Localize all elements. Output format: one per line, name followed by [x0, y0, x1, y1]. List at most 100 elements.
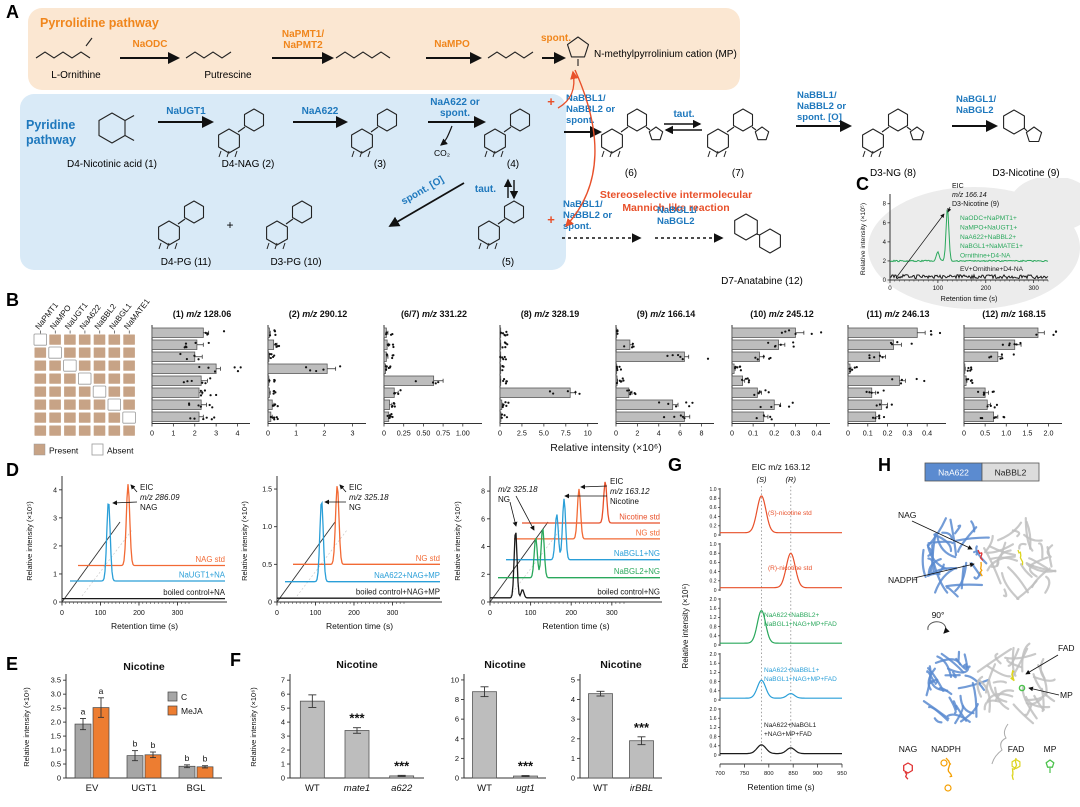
- svg-text:NaA622+NaBBL1+: NaA622+NaBBL1+: [764, 667, 819, 674]
- svg-text:m/z 325.18: m/z 325.18: [349, 493, 389, 502]
- svg-text:6: 6: [678, 429, 682, 438]
- svg-text:4: 4: [571, 695, 575, 704]
- enzyme-nabgl1: NaBGL1/: [956, 94, 996, 105]
- svg-text:(S)-nicotine std: (S)-nicotine std: [768, 510, 812, 517]
- svg-text:1: 1: [171, 429, 175, 438]
- svg-text:MeJA: MeJA: [181, 706, 203, 716]
- mannich-label-1: Stereoselective intermolecular: [600, 189, 752, 201]
- svg-text:EIC: EIC: [952, 183, 964, 190]
- svg-text:0: 0: [714, 588, 717, 594]
- svg-text:NADPH: NADPH: [931, 744, 961, 754]
- pathway-diagram: Pyrrolidine pathway L-Ornithine NaODC Pu…: [20, 8, 1060, 287]
- panel-g-chiral-eic: EIC m/z 163.12 (S) (R) 0 0.2 0.4 0.6 0.8 1.0 (S)-…: [681, 462, 847, 792]
- svg-text:0: 0: [614, 429, 618, 438]
- svg-text:5: 5: [571, 675, 575, 684]
- compound-4: (4): [507, 159, 519, 170]
- panel-c-label: C: [856, 174, 869, 194]
- panel-b-label: B: [6, 290, 19, 310]
- svg-text:10: 10: [451, 675, 459, 684]
- svg-text:1.2: 1.2: [710, 670, 717, 676]
- dashed-enzyme-2b: NaBGL2: [657, 216, 694, 227]
- svg-text:Nicotine: Nicotine: [123, 661, 165, 673]
- dashed-enzyme-1c: spont.: [563, 221, 592, 232]
- svg-text:Retention time (s): Retention time (s): [111, 621, 178, 631]
- svg-text:0.1: 0.1: [748, 429, 758, 438]
- svg-text:m/z 163.12: m/z 163.12: [610, 487, 650, 496]
- svg-text:ugt1: ugt1: [516, 783, 535, 794]
- svg-text:MP: MP: [1060, 690, 1073, 700]
- svg-text:1.0: 1.0: [710, 487, 717, 493]
- svg-text:0.4: 0.4: [922, 429, 932, 438]
- svg-text:1.2: 1.2: [710, 725, 717, 731]
- svg-text:b: b: [133, 739, 138, 749]
- svg-text:NaMPO+NaUGT1+: NaMPO+NaUGT1+: [960, 224, 1017, 231]
- panel-a-label: A: [6, 2, 19, 22]
- svg-text:0: 0: [846, 429, 850, 438]
- svg-text:3: 3: [281, 732, 285, 741]
- panel-d-chart-nag: 0 1 2 3 4 0 100 200 300 Relative intensity (×10⁵)…: [25, 476, 227, 631]
- svg-text:0.8: 0.8: [710, 624, 717, 630]
- svg-text:0: 0: [883, 278, 887, 284]
- svg-text:NaA622+NaBGL1: NaA622+NaBGL1: [764, 722, 817, 729]
- svg-text:NaODC+NaPMT1+: NaODC+NaPMT1+: [960, 215, 1017, 222]
- svg-text:1.5: 1.5: [51, 732, 61, 741]
- svg-text:EV: EV: [86, 783, 99, 794]
- svg-text:NaA622+NaBBL2+: NaA622+NaBBL2+: [764, 612, 819, 619]
- svg-text:D3-Nicotine (9): D3-Nicotine (9): [952, 201, 999, 208]
- svg-text:Retention time (s): Retention time (s): [542, 621, 609, 631]
- svg-text:NAG: NAG: [140, 503, 157, 512]
- svg-text:NaBGL1+NAG+MP+FAD: NaBGL1+NAG+MP+FAD: [764, 621, 837, 628]
- svg-text:1.5: 1.5: [1022, 429, 1032, 438]
- svg-text:0.4: 0.4: [710, 634, 717, 640]
- svg-text:0: 0: [714, 533, 717, 539]
- svg-text:0: 0: [498, 429, 502, 438]
- svg-text:Relative intensity (×10⁴): Relative intensity (×10⁴): [240, 501, 249, 581]
- svg-text:300: 300: [606, 610, 618, 617]
- svg-text:3: 3: [53, 515, 57, 522]
- enzyme-nabbl2-b: NaBBL2 or: [797, 101, 846, 112]
- molecule-structures: [35, 36, 1043, 254]
- svg-text:4: 4: [281, 718, 285, 727]
- svg-text:boiled control+NG: boiled control+NG: [597, 587, 660, 596]
- enzyme-nabbl2-a: NaBBL2 or: [566, 104, 615, 115]
- panel-h-label: H: [878, 455, 891, 475]
- pyridine-box: [20, 94, 566, 270]
- svg-text:EIC m/z 163.12: EIC m/z 163.12: [752, 462, 811, 472]
- svg-text:0: 0: [714, 753, 717, 759]
- svg-text:NAG: NAG: [898, 510, 916, 520]
- svg-text:4: 4: [236, 429, 240, 438]
- svg-text:NaBBL2: NaBBL2: [995, 468, 1027, 478]
- panel-f-chart-1: Nicotine Relative intensity (×10⁶) 0 1 2 3 4 5 6…: [249, 659, 424, 794]
- plus-red-2: +: [547, 212, 555, 227]
- panel-b-chart-8: (8) m/z 328.19 0 2.5 5.0 7.5 10: [498, 309, 598, 438]
- svg-text:(10) m/z 245.12: (10) m/z 245.12: [750, 309, 814, 319]
- compound-mp: N-methylpyrrolinium cation (MP): [594, 49, 737, 60]
- svg-text:0.3: 0.3: [790, 429, 800, 438]
- compound-8: D3-NG (8): [870, 168, 916, 179]
- svg-text:(S): (S): [756, 475, 767, 484]
- svg-text:0.5: 0.5: [262, 562, 272, 569]
- svg-text:0: 0: [962, 429, 966, 438]
- plus-sign: +: [226, 218, 233, 232]
- svg-text:2: 2: [481, 572, 485, 579]
- svg-text:Retention time (s): Retention time (s): [941, 294, 998, 303]
- panel-b-x-axis-label: Relative intensity (×10⁶): [550, 442, 662, 454]
- svg-text:UGT1: UGT1: [131, 783, 156, 794]
- svg-text:0.4: 0.4: [710, 514, 717, 520]
- plus-red-1: +: [547, 94, 555, 109]
- dashed-enzyme-1a: NaBBL1/: [563, 199, 603, 210]
- svg-text:NAG: NAG: [899, 744, 917, 754]
- svg-text:Relative intensity (×10⁵): Relative intensity (×10⁵): [681, 583, 690, 668]
- svg-text:***: ***: [518, 759, 534, 774]
- svg-text:0.1: 0.1: [863, 429, 873, 438]
- svg-text:200: 200: [565, 610, 577, 617]
- svg-text:boiled control+NA: boiled control+NA: [163, 588, 226, 597]
- dashed-enzyme-1b: NaBBL2 or: [563, 210, 612, 221]
- svg-text:b: b: [185, 753, 190, 763]
- svg-text:Present: Present: [49, 446, 79, 456]
- svg-text:8: 8: [455, 695, 459, 704]
- compound-6: (6): [625, 168, 637, 179]
- enzyme-naugt1: NaUGT1: [166, 106, 206, 117]
- svg-text:2: 2: [635, 429, 639, 438]
- svg-text:0: 0: [266, 429, 270, 438]
